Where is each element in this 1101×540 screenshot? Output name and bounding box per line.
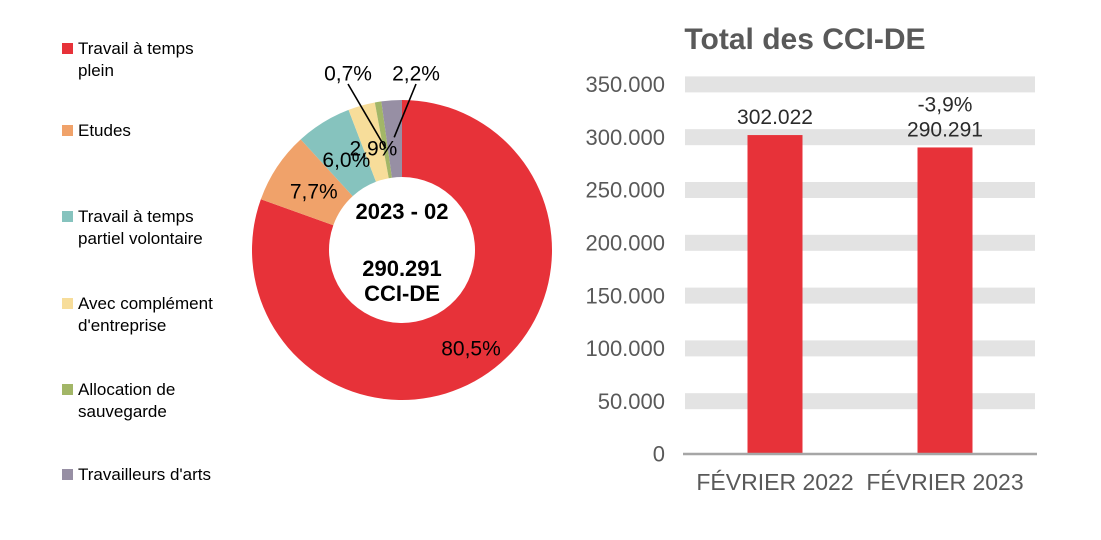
legend-item-travailleurs-d-arts: Travailleurs d'arts bbox=[62, 464, 247, 486]
legend-label-allocation-de-sauvegarde: Allocation de sauvegarde bbox=[78, 380, 176, 421]
legend-item-etudes: Etudes bbox=[62, 120, 247, 142]
donut-center-value: 290.291 bbox=[362, 256, 442, 281]
bar-value-label: 290.291 bbox=[907, 118, 983, 141]
bar-value-label: 302.022 bbox=[737, 106, 813, 129]
legend-swatch-allocation-de-sauvegarde bbox=[62, 384, 73, 395]
legend-swatch-avec-complement-d-entreprise bbox=[62, 298, 73, 309]
legend-item-travail-a-temps-plein: Travail à temps plein bbox=[62, 38, 247, 82]
y-axis-tick-label: 350.000 bbox=[585, 72, 665, 97]
legend-item-travail-a-temps-partiel-volontaire: Travail à temps partiel volontaire bbox=[62, 206, 247, 250]
donut-callout-line-allocation-de-sauvegarde bbox=[347, 83, 387, 149]
donut-center-label: 2023 - 02 290.291 CCI-DE bbox=[302, 199, 502, 307]
legend-label-travail-a-temps-plein: Travail à temps plein bbox=[78, 39, 194, 80]
donut-center-caption: CCI-DE bbox=[364, 281, 440, 306]
bar-chart: Total des CCI-DE 0 50.000 100.000 150.000 20… bbox=[565, 0, 1065, 540]
bar-chart-svg: 0 50.000 100.000 150.000 200.000 250.000 300.0… bbox=[585, 72, 1037, 495]
y-axis-tick-label: 50.000 bbox=[598, 389, 665, 414]
donut-slice-allocation-de-sauvegarde bbox=[374, 101, 392, 179]
donut-slice-travail-a-temps-partiel-volontaire bbox=[300, 109, 376, 197]
legend-swatch-travail-a-temps-partiel-volontaire bbox=[62, 211, 73, 222]
donut-slice-travail-a-temps-plein bbox=[252, 100, 552, 400]
bar-chart-title: Total des CCI-DE bbox=[684, 23, 926, 56]
y-axis-tick-label: 0 bbox=[653, 442, 665, 467]
donut-slice-avec-complement-d-entreprise bbox=[348, 102, 389, 182]
x-axis-category-label: FÉVRIER 2022 bbox=[696, 469, 853, 495]
y-axis-tick-label: 300.000 bbox=[585, 125, 665, 150]
gridline-band bbox=[685, 393, 1035, 410]
y-axis-tick-label: 100.000 bbox=[585, 336, 665, 361]
bar-f-vrier-2023 bbox=[917, 147, 973, 454]
y-axis-tick-label: 150.000 bbox=[585, 283, 665, 308]
legend-swatch-travailleurs-d-arts bbox=[62, 469, 73, 480]
donut-center-period: 2023 - 02 bbox=[355, 199, 449, 224]
donut-percent-label-allocation-de-sauvegarde: 0,7% bbox=[324, 62, 372, 85]
donut-percent-label-travail-a-temps-partiel-volontaire: 6,0% bbox=[322, 149, 370, 172]
gridline-band bbox=[685, 340, 1035, 357]
donut-percent-label-travail-a-temps-plein: 80,5% bbox=[441, 338, 501, 361]
gridline-band bbox=[685, 76, 1035, 93]
legend-label-etudes: Etudes bbox=[78, 121, 131, 140]
donut-percent-label-travailleurs-d-arts: 2,2% bbox=[392, 62, 440, 85]
gridline-band bbox=[685, 287, 1035, 304]
legend-item-avec-complement-d-entreprise: Avec complément d'entreprise bbox=[62, 293, 247, 337]
gridline-band bbox=[685, 234, 1035, 251]
donut-percent-label-avec-complement-d-entreprise: 2,9% bbox=[349, 137, 397, 160]
donut-percent-label-etudes: 7,7% bbox=[290, 181, 338, 204]
bar-f-vrier-2022 bbox=[747, 135, 803, 454]
gridline-band bbox=[685, 182, 1035, 198]
legend-label-travailleurs-d-arts: Travailleurs d'arts bbox=[78, 465, 211, 484]
y-axis-tick-label: 200.000 bbox=[585, 231, 665, 256]
x-axis-category-label: FÉVRIER 2023 bbox=[866, 469, 1023, 495]
donut-slice-travailleurs-d-arts bbox=[381, 100, 402, 178]
y-axis-tick-label: 250.000 bbox=[585, 178, 665, 203]
donut-chart-svg: 80,5% 7,7% 6,0%2,9% 0,7% 2,2% bbox=[252, 62, 552, 400]
bar-delta-label: -3,9% bbox=[918, 93, 973, 116]
legend-swatch-travail-a-temps-plein bbox=[62, 43, 73, 54]
donut-chart: 80,5% 7,7% 6,0% 2,9% 0,7% 2,2% 2023 - 02 290.… bbox=[235, 48, 580, 403]
legend-label-travail-a-temps-partiel-volontaire: Travail à temps partiel volontaire bbox=[78, 207, 203, 248]
legend-label-avec-complement-d-entreprise: Avec complément d'entreprise bbox=[78, 294, 213, 335]
donut-slice-etudes bbox=[260, 139, 353, 226]
legend-item-allocation-de-sauvegarde: Allocation de sauvegarde bbox=[62, 379, 247, 423]
legend-swatch-etudes bbox=[62, 125, 73, 136]
donut-callout-line-travailleurs-d-arts bbox=[393, 83, 417, 138]
donut-legend: Travail à temps plein Etudes Travail à tem… bbox=[0, 0, 230, 540]
